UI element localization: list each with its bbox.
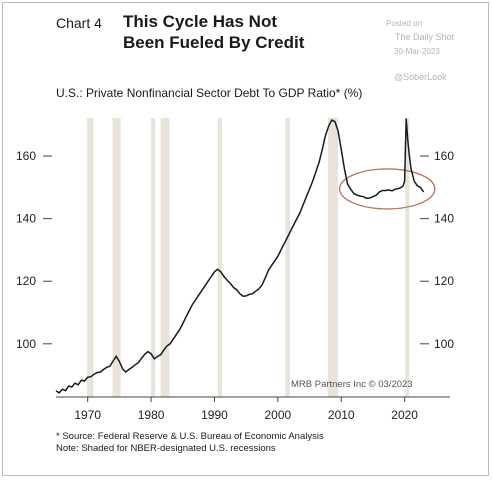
y-tick-label-left: 140	[16, 212, 36, 226]
recession-bands	[87, 118, 410, 397]
y-tick-label-left: 120	[16, 274, 36, 288]
recession-band	[151, 118, 156, 397]
watermark-handle: @SoberLook	[394, 72, 447, 82]
x-tick-label: 2000	[265, 408, 292, 422]
recession-band	[217, 118, 223, 397]
y-tick-label-left: 160	[16, 149, 36, 163]
y-tick-label-right: 120	[434, 274, 454, 288]
y-tick-label-right: 160	[434, 149, 454, 163]
watermark-site: The Daily Shot	[395, 32, 455, 42]
chart-title: This Cycle Has Not Been Fueled By Credit	[123, 11, 304, 53]
chart-subtitle: U.S.: Private Nonfinancial Sector Debt T…	[56, 86, 363, 100]
y-tick-label-right: 140	[434, 212, 454, 226]
x-tick-label: 1970	[74, 408, 101, 422]
title-line-1: This Cycle Has Not	[123, 12, 277, 31]
title-line-2: Been Fueled By Credit	[123, 33, 305, 52]
y-tick-label-right: 100	[434, 337, 454, 351]
chart-number-label: Chart 4	[56, 15, 102, 31]
axes: 1970 1980 1990 2000 2010 2020 100 100 120 120 140 1…	[16, 149, 454, 422]
x-tick-label: 1990	[201, 408, 228, 422]
recession-band	[405, 118, 410, 397]
highlight-circle	[338, 168, 436, 210]
x-tick-label: 2020	[391, 408, 418, 422]
series-line-debt-to-gdp	[55, 118, 425, 394]
x-tick-label: 1980	[138, 408, 165, 422]
shading-note: Note: Shaded for NBER-designated U.S. re…	[56, 443, 276, 454]
annotations	[338, 168, 436, 210]
chart-credit: MRB Partners Inc © 03/2023	[291, 379, 413, 390]
recession-band	[87, 118, 94, 397]
recession-band	[160, 118, 170, 397]
recession-band	[112, 118, 121, 397]
recession-band	[285, 118, 290, 397]
y-tick-label-left: 100	[16, 337, 36, 351]
watermark-date: 30-Mar-2023	[394, 47, 440, 56]
watermark-posted-on: Posted on	[386, 19, 423, 28]
x-tick-label: 2010	[328, 408, 355, 422]
source-note: * Source: Federal Reserve & U.S. Bureau …	[56, 431, 324, 442]
chart-frame	[2, 2, 489, 476]
recession-band	[327, 118, 339, 397]
